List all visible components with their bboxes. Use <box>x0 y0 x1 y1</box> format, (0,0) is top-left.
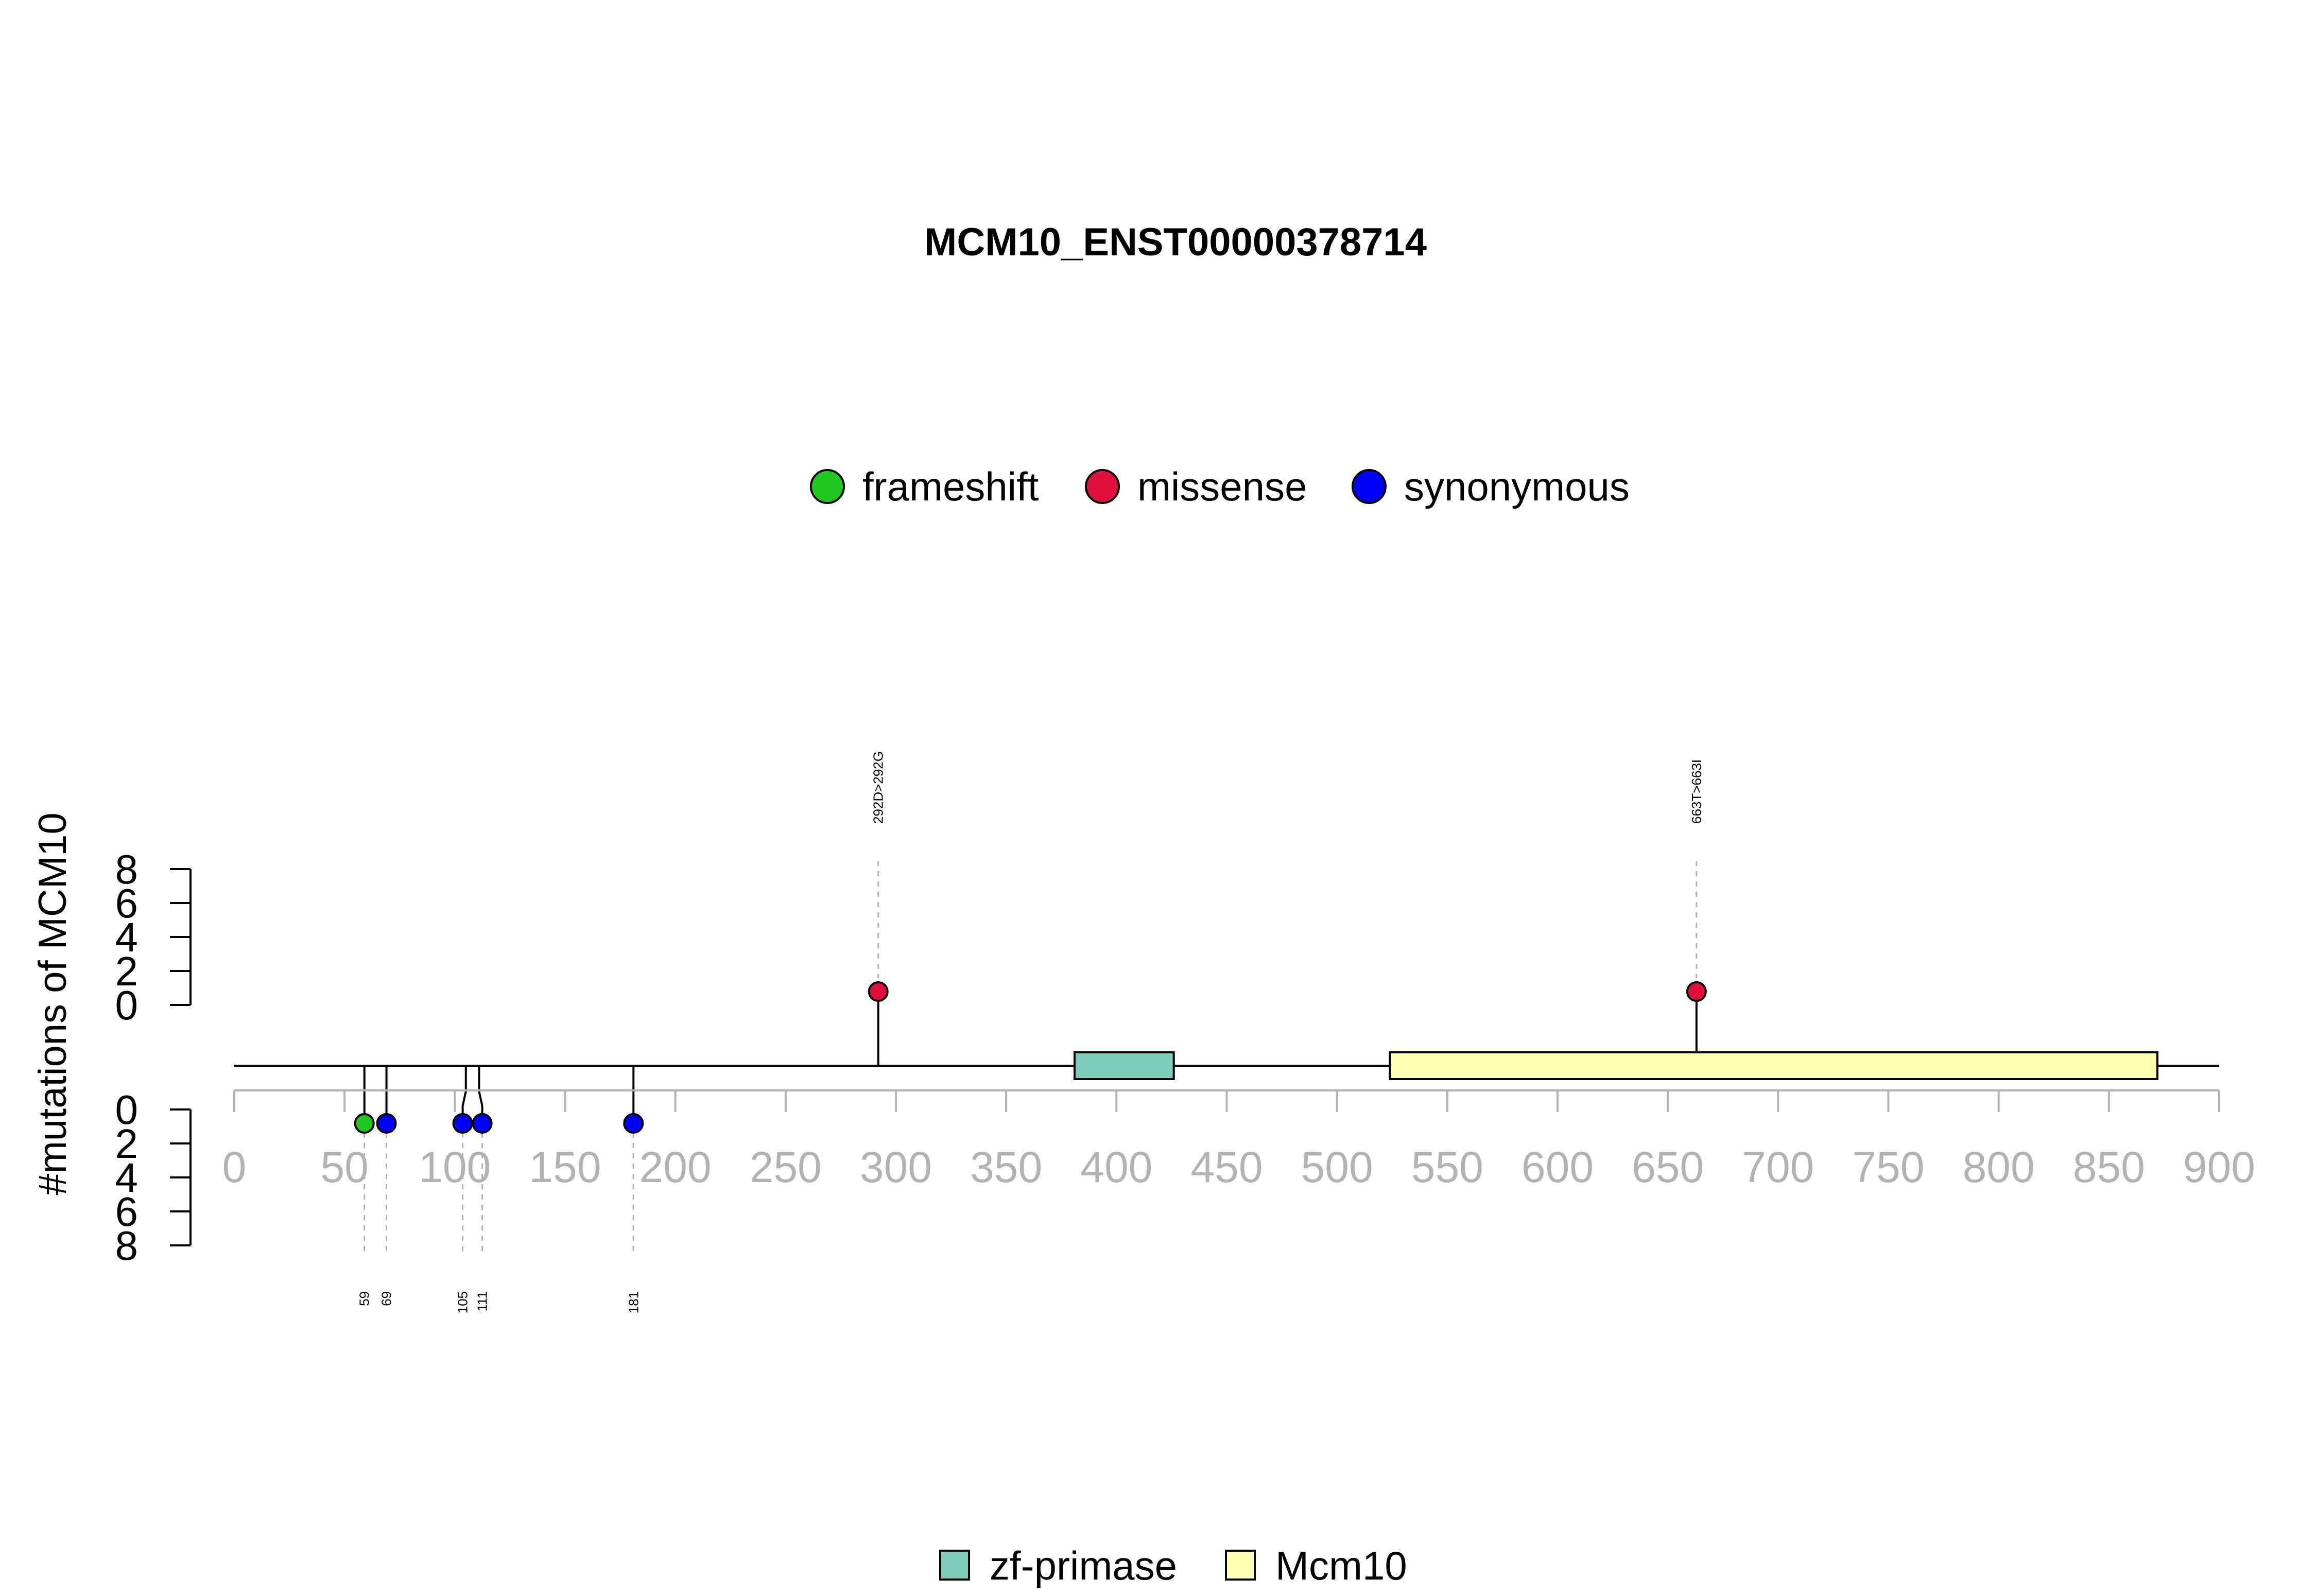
bottom-point-111 <box>472 1113 493 1134</box>
bottom-label-111: 111 <box>475 1291 490 1312</box>
y-bottom-tick-label: 8 <box>115 1223 139 1269</box>
legend-label-missense: missense <box>1137 464 1307 509</box>
y-bottom-tick-label: 2 <box>115 1121 139 1167</box>
legend-label-synonymous: synonymous <box>1404 464 1630 509</box>
x-tick-label: 50 <box>320 1143 368 1191</box>
x-tick-label: 700 <box>1742 1143 1814 1191</box>
x-tick-label: 150 <box>529 1143 601 1191</box>
bottom-point-69 <box>376 1113 397 1134</box>
domain-legend-label-zf-primase: zf-primase <box>990 1543 1177 1588</box>
x-tick-label: 250 <box>750 1143 822 1191</box>
legend-marker-synonymous <box>1352 469 1387 504</box>
x-tick-label: 0 <box>222 1143 247 1191</box>
x-tick-label: 500 <box>1301 1143 1373 1191</box>
x-tick-label: 100 <box>419 1143 491 1191</box>
top-mutations: 292D>292G 663T>663I <box>868 751 1707 1066</box>
x-tick-label: 800 <box>1963 1143 2035 1191</box>
legend-label-frameshift: frameshift <box>862 464 1039 509</box>
x-tick-label: 600 <box>1521 1143 1594 1191</box>
x-tick-label: 750 <box>1852 1143 1924 1191</box>
bottom-label-59: 59 <box>357 1291 372 1306</box>
domain-legend: zf-primase Mcm10 <box>939 1543 1407 1588</box>
y-axis-label: #mutations of MCM10 <box>31 812 75 1195</box>
domain-zf-primase <box>1073 1051 1175 1080</box>
bottom-point-181 <box>623 1113 644 1134</box>
top-label-663: 663T>663I <box>1689 759 1704 824</box>
legend-marker-missense <box>1085 469 1120 504</box>
bottom-label-105: 105 <box>455 1291 471 1313</box>
y-bottom-tick-label: 4 <box>115 1155 139 1201</box>
y-top-tick-label: 8 <box>115 846 139 892</box>
y-bottom-tick-label: 6 <box>115 1189 139 1235</box>
domain-legend-marker-Mcm10 <box>1225 1550 1256 1581</box>
top-label-292: 292D>292G <box>871 751 886 824</box>
y-top-tick-label: 2 <box>115 948 139 994</box>
x-tick-label: 450 <box>1190 1143 1263 1191</box>
y-top-tick-label: 6 <box>115 880 139 926</box>
x-tick-label: 200 <box>639 1143 712 1191</box>
bottom-point-59 <box>354 1113 375 1134</box>
x-tick-label: 300 <box>860 1143 932 1191</box>
x-tick-label: 350 <box>970 1143 1042 1191</box>
mutation-legend: frameshift missense synonymous <box>810 464 1630 509</box>
bottom-label-69: 69 <box>379 1291 394 1306</box>
top-point-292 <box>868 981 889 1002</box>
x-tick-label: 650 <box>1632 1143 1704 1191</box>
y-bottom-tick-label: 0 <box>115 1087 139 1133</box>
legend-marker-frameshift <box>810 469 845 504</box>
x-axis: 0 50 100 150 200 250 300 350 400 450 500 550 600 650 7… <box>222 1089 2255 1191</box>
domain-Mcm10 <box>1389 1051 2159 1080</box>
protein-domains <box>1073 1051 2159 1080</box>
bottom-mutations: 59 69 105 111 181 <box>354 1066 644 1313</box>
bottom-label-181: 181 <box>626 1291 641 1313</box>
bottom-point-105 <box>452 1113 473 1134</box>
x-tick-label: 850 <box>2073 1143 2145 1191</box>
domain-legend-label-Mcm10: Mcm10 <box>1275 1543 1407 1588</box>
x-tick-label: 550 <box>1411 1143 1483 1191</box>
x-tick-label: 400 <box>1080 1143 1152 1191</box>
chart-title: MCM10_ENST00000378714 <box>924 220 1427 264</box>
y-top-tick-label: 0 <box>115 982 139 1028</box>
domain-legend-marker-zf-primase <box>939 1550 970 1581</box>
x-tick-label: 900 <box>2183 1143 2255 1191</box>
y-top-tick-label: 4 <box>115 914 139 960</box>
top-point-663 <box>1686 981 1707 1002</box>
